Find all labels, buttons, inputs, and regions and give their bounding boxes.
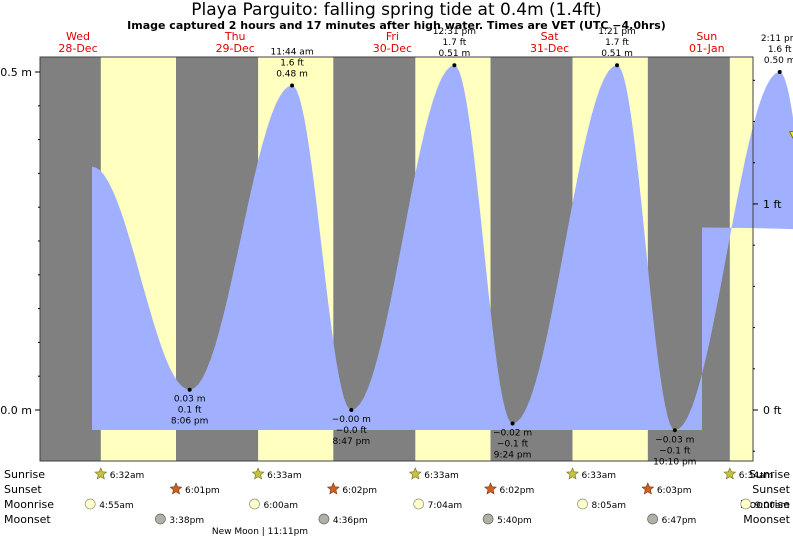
sunset-time: 6:02pm [500,486,535,496]
day-label-date: 30-Dec [373,42,412,55]
tide-time-label: 9:24 pm [494,451,532,461]
tide-time-label: 1:21 pm [598,27,636,37]
tide-point [672,428,677,433]
moonrise-icon [413,498,425,510]
tide-ft-label: 1.7 ft [605,38,629,48]
tide-m-label: −0.00 m [332,415,371,425]
moonset-row-label-left: Moonset [4,513,51,526]
moonset-icon [155,513,166,525]
sunrise-time: 6:33am [267,471,302,481]
tide-ft-label: 1.6 ft [768,45,792,55]
tide-point [349,408,354,412]
y-left-tick-label: 0.0 m [0,404,32,417]
sunrise-row-label-right: Sunrise [749,468,790,481]
moonrise-row-label-right: Moonrise [740,498,790,511]
sunset-icon [641,482,655,495]
sunset-time: 6:03pm [657,486,692,496]
y-right-tick-label: 0 ft [763,404,782,417]
tide-time-label: 2:11 pm [761,34,793,44]
moonrise-icon [577,498,588,510]
tide-ft-label: −0.0 ft [336,426,368,436]
sunrise-time: 6:34am [739,471,774,481]
tide-m-label: 0.50 m [764,56,793,66]
moonrise-time: 9:00am [755,501,790,511]
sunset-time: 6:02pm [342,486,377,496]
tide-time-label: 12:31 pm [433,27,476,37]
day-label-date: 01-Jan [689,42,725,55]
tide-point [452,63,457,68]
daylight-band [729,57,753,461]
moonset-icon [318,513,330,525]
sunrise-icon [408,467,422,480]
day-label-date: 31-Dec [530,42,569,55]
sunset-icon [484,482,497,495]
moonset-icon [647,513,658,525]
day-label-dow: Sat [541,30,560,43]
sunset-time: 6:01pm [185,486,220,496]
chart-title: Playa Parguito: falling spring tide at 0… [191,0,602,20]
sunrise-icon [94,467,108,480]
tide-ft-label: −0.1 ft [497,440,529,450]
day-label-date: 28-Dec [58,42,97,55]
day-label-date: 29-Dec [216,42,255,55]
tide-ft-label: 1.6 ft [280,59,304,69]
day-label-dow: Thu [224,30,246,43]
sunrise-icon [251,467,265,480]
tide-m-label: −0.02 m [493,429,532,439]
moonrise-time: 8:05am [592,501,627,511]
tide-point [777,70,782,74]
current-time-marker [789,131,793,140]
moonset-time: 5:40pm [497,516,532,526]
moonset-row-label-right: Moonset [743,513,790,526]
tide-ft-label: 0.1 ft [178,406,202,416]
tide-point [290,83,295,88]
moonset-time: 6:47pm [662,516,697,526]
tide-time-label: 8:47 pm [333,437,371,447]
day-label-dow: Fri [386,30,399,43]
sunrise-row-label-left: Sunrise [4,468,45,481]
sunset-row-label-left: Sunset [4,483,42,496]
sunset-icon [326,482,340,495]
moonrise-time: 7:04am [428,501,463,511]
day-label-dow: Sun [696,30,717,43]
moonrise-row-label-left: Moonrise [4,498,54,511]
sunrise-time: 6:33am [582,471,617,481]
sunrise-icon [566,467,579,480]
tide-point [615,63,620,68]
plot-frame [39,56,754,462]
tide-m-label: 0.03 m [174,395,206,405]
tide-m-label: 0.51 m [601,49,633,59]
tide-m-label: 0.48 m [276,70,308,80]
moonset-icon [482,513,494,525]
tide-time-label: 10:10 pm [653,457,696,467]
tide-ft-label: 1.7 ft [443,38,467,48]
moonrise-time: 6:00am [264,501,299,511]
moonrise-time: 4:55am [99,501,133,511]
sunrise-time: 6:33am [424,471,459,481]
chart-subtitle: Image captured 2 hours and 17 minutes af… [127,19,666,32]
moonset-time: 4:36pm [333,516,368,526]
tide-time-label: 8:06 pm [171,417,209,427]
sunset-row-label-right: Sunset [752,483,790,496]
sunrise-icon [723,467,737,480]
tide-point [187,387,192,392]
tide-area [92,65,793,431]
y-left-tick-label: 0.5 m [0,66,32,79]
moonrise-icon [84,498,96,510]
y-right-tick-label: 1 ft [763,198,782,211]
sunrise-time: 6:32am [110,471,145,481]
tide-point [510,421,515,426]
tide-ft-label: −0.1 ft [659,446,691,456]
tide-time-label: 11:44 am [271,48,314,58]
moonrise-icon [740,498,752,510]
moonset-time: 3:38pm [169,516,204,526]
sunset-icon [169,482,183,495]
tide-m-label: 0.51 m [439,49,471,59]
moon-phase-note: New Moon | 11:11pm [212,527,308,537]
day-label-dow: Wed [66,30,90,43]
moonrise-icon [249,498,260,510]
tide-m-label: −0.03 m [655,435,694,445]
